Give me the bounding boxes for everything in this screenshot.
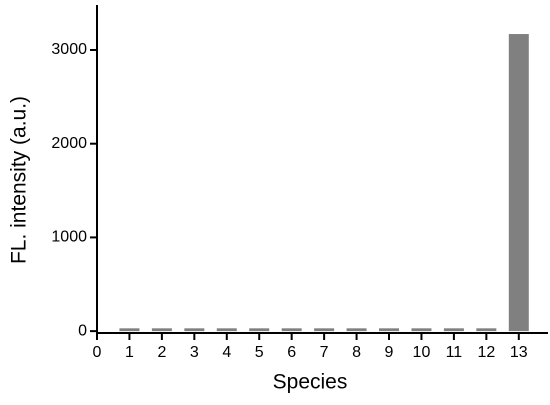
x-tick-label: 1 xyxy=(125,344,134,361)
bar xyxy=(151,328,172,332)
bar xyxy=(411,328,432,332)
bar xyxy=(346,328,367,332)
bar xyxy=(216,328,237,332)
y-tick-label: 3000 xyxy=(51,41,87,58)
x-tick-label: 10 xyxy=(413,344,431,361)
bar xyxy=(281,328,302,332)
x-tick-label: 5 xyxy=(255,344,264,361)
x-tick-label: 2 xyxy=(157,344,166,361)
bar xyxy=(476,328,497,332)
bar xyxy=(184,328,205,332)
y-tick-label: 1000 xyxy=(51,229,87,246)
x-tick-label: 11 xyxy=(446,344,463,361)
x-tick-label: 8 xyxy=(352,344,361,361)
x-tick-label: 3 xyxy=(190,344,199,361)
bar xyxy=(508,34,529,332)
y-axis-title: FL. intensity (a.u.) xyxy=(8,96,31,264)
x-tick-label: 0 xyxy=(93,344,102,361)
x-tick-label: 13 xyxy=(510,344,528,361)
bar xyxy=(249,328,270,332)
x-tick-label: 7 xyxy=(320,344,329,361)
x-tick-label: 4 xyxy=(222,344,231,361)
x-tick-label: 12 xyxy=(477,344,495,361)
bar xyxy=(314,328,335,332)
bar xyxy=(379,328,400,332)
y-tick-label: 2000 xyxy=(51,135,87,152)
x-tick-label: 6 xyxy=(287,344,296,361)
bar xyxy=(119,328,140,332)
x-tick-label: 9 xyxy=(385,344,394,361)
bar xyxy=(443,328,464,332)
y-tick-label: 0 xyxy=(78,322,87,339)
x-axis-title: Species xyxy=(273,371,348,394)
